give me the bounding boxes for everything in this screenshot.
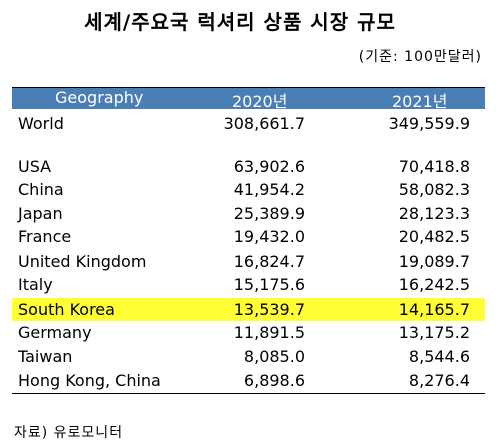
name-cell: World — [18, 114, 64, 133]
value-cell: 13,175.2 — [398, 323, 470, 342]
source-note: 자료) 유로모니터 — [14, 425, 124, 441]
name-cell: China — [18, 180, 64, 199]
value-cell: 41,954.2 — [233, 180, 305, 199]
value-cell: 19,432.0 — [233, 227, 305, 246]
table-row: France 19,432.0 20,482.5 — [12, 225, 485, 248]
value-cell: 28,123.3 — [398, 204, 470, 223]
value-cell: 8,276.4 — [408, 371, 470, 390]
value-cell: 6,898.6 — [243, 371, 305, 390]
table-row: World 308,661.7 349,559.9 — [12, 112, 485, 135]
value-cell: 13,539.7 — [233, 300, 305, 319]
table-border — [12, 393, 485, 394]
name-cell: Germany — [18, 323, 92, 342]
table-row: China 41,954.2 58,082.3 — [12, 178, 485, 201]
table-row: Germany 11,891.5 13,175.2 — [12, 321, 485, 344]
table-row: United Kingdom 16,824.7 19,089.7 — [12, 250, 485, 273]
value-cell: 16,242.5 — [398, 275, 470, 294]
name-cell: France — [18, 227, 72, 246]
table-row: Italy 15,175.6 16,242.5 — [12, 273, 485, 296]
value-cell: 349,559.9 — [388, 114, 470, 133]
column-header: 2021년 — [392, 92, 448, 111]
value-cell: 308,661.7 — [223, 114, 305, 133]
table-row: Hong Kong, China 6,898.6 8,276.4 — [12, 369, 485, 392]
column-header: Geography — [55, 88, 144, 107]
value-cell: 16,824.7 — [233, 252, 305, 271]
name-cell: Japan — [18, 204, 63, 223]
title: 세계/주요국 럭셔리 상품 시장 규모 — [84, 10, 396, 34]
value-cell: 11,891.5 — [233, 323, 305, 342]
value-cell: 14,165.7 — [398, 300, 470, 319]
name-cell: Taiwan — [18, 347, 73, 366]
value-cell: 15,175.6 — [233, 275, 305, 294]
name-cell: Hong Kong, China — [18, 371, 161, 390]
column-header: 2020년 — [232, 92, 288, 111]
table-row: South Korea 13,539.7 14,165.7 — [12, 298, 485, 321]
value-cell: 19,089.7 — [398, 252, 470, 271]
value-cell: 8,085.0 — [243, 347, 305, 366]
table-row: USA 63,902.6 70,418.8 — [12, 155, 485, 178]
value-cell: 70,418.8 — [398, 157, 470, 176]
table-row: Taiwan 8,085.0 8,544.6 — [12, 345, 485, 368]
table-header — [12, 87, 485, 109]
name-cell: United Kingdom — [18, 252, 147, 271]
table-row: Japan 25,389.9 28,123.3 — [12, 202, 485, 225]
name-cell: USA — [18, 157, 52, 176]
name-cell: Italy — [18, 275, 53, 294]
value-cell: 58,082.3 — [398, 180, 470, 199]
value-cell: 25,389.9 — [233, 204, 305, 223]
name-cell: South Korea — [18, 300, 115, 319]
value-cell: 8,544.6 — [408, 347, 470, 366]
unit-note: (기준: 100만달러) — [358, 49, 482, 65]
value-cell: 63,902.6 — [233, 157, 305, 176]
value-cell: 20,482.5 — [398, 227, 470, 246]
